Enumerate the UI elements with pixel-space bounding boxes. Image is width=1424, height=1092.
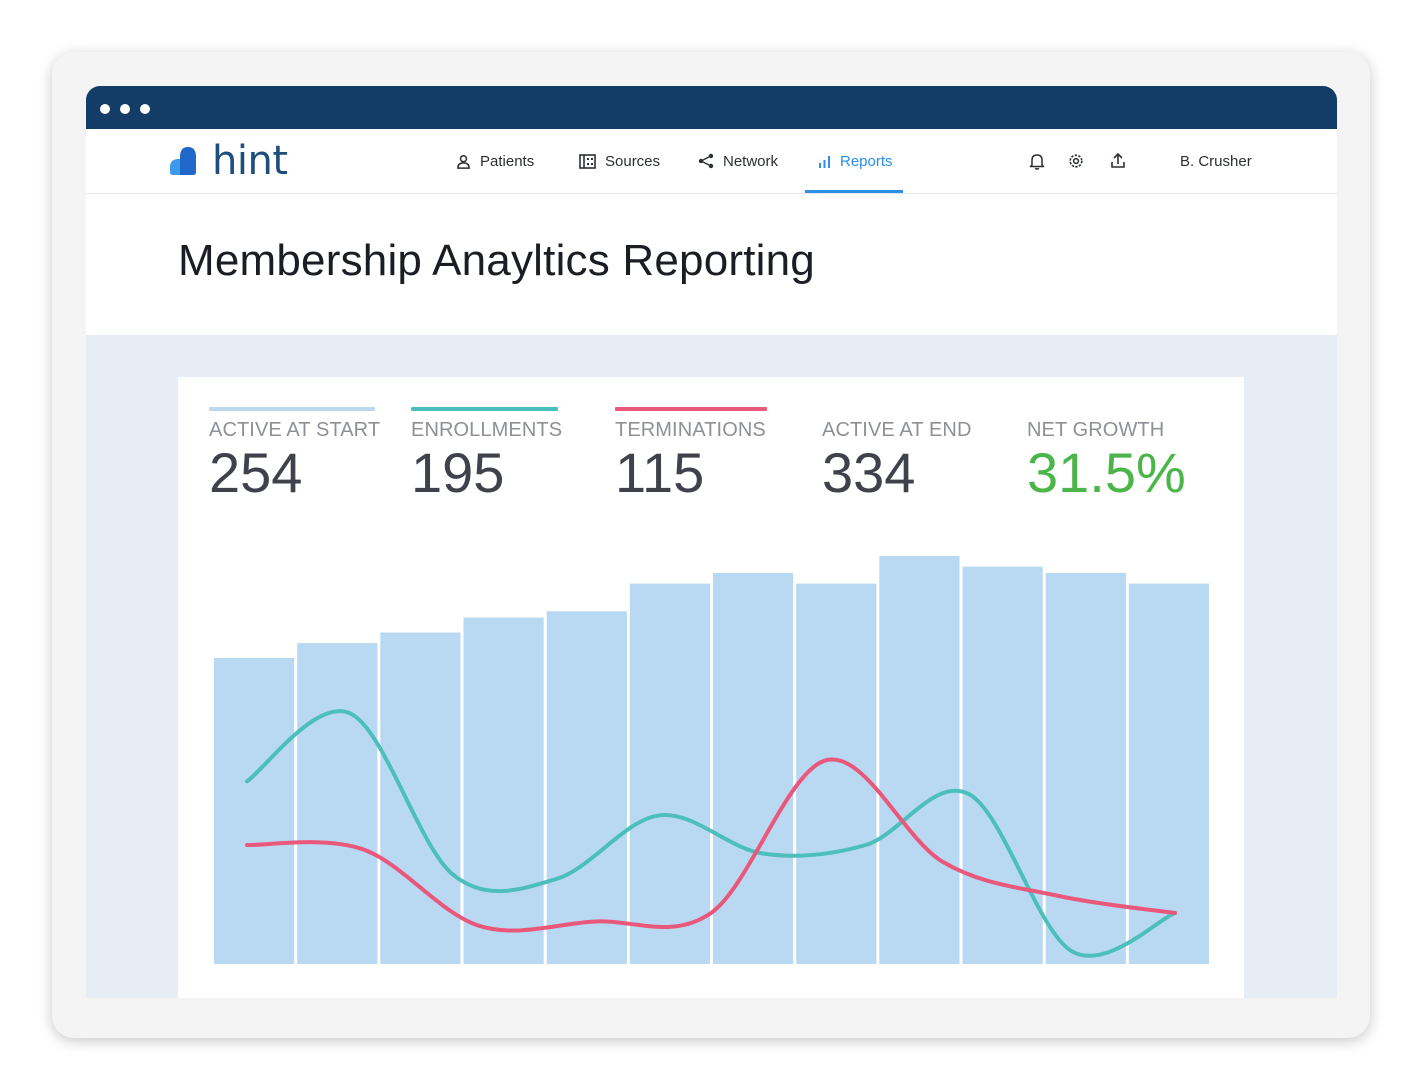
bell-icon[interactable] <box>1027 151 1047 171</box>
chart-bar <box>713 573 794 964</box>
window-dot-icon[interactable] <box>120 104 130 114</box>
stat-label: TERMINATIONS <box>615 419 766 441</box>
enrollments-line <box>245 709 1177 958</box>
stat-legend-line <box>411 407 558 411</box>
chart-bar <box>962 566 1043 964</box>
stat-terminations: TERMINATIONS 115 <box>615 407 767 504</box>
nav-item-sources[interactable]: Sources <box>579 129 660 193</box>
stat-value: 254 <box>209 441 303 504</box>
chart-bar <box>1045 573 1126 964</box>
stat-net-growth: NET GROWTH 31.5% <box>1027 407 1186 504</box>
window-titlebar <box>86 86 1337 129</box>
nav-label-reports: Reports <box>840 152 893 170</box>
stat-legend-line <box>615 407 767 411</box>
stat-value: 115 <box>615 441 705 504</box>
page-title: Membership Anayltics Reporting <box>178 236 815 285</box>
chart-bar <box>297 643 378 964</box>
nav-label-network: Network <box>723 152 779 170</box>
bar-chart-icon <box>819 155 830 168</box>
nav-label-sources: Sources <box>605 152 661 170</box>
gear-icon[interactable] <box>1066 151 1086 171</box>
building-icon <box>579 153 596 169</box>
membership-chart <box>214 556 1209 965</box>
share-icon <box>698 153 714 169</box>
active-tab-indicator <box>805 190 903 193</box>
stat-enrollments: ENROLLMENTS 195 <box>411 407 562 504</box>
window-dot-icon[interactable] <box>100 104 110 114</box>
stat-value: 195 <box>411 441 505 504</box>
window-dot-icon[interactable] <box>140 104 150 114</box>
nav-item-reports[interactable]: Reports <box>818 129 893 193</box>
stat-label: ACTIVE AT END <box>822 419 972 441</box>
user-name: B. Crusher <box>1180 152 1252 170</box>
page-header: Membership Anayltics Reporting <box>86 194 1337 335</box>
nav-item-network[interactable]: Network <box>698 129 778 193</box>
chart-bar <box>380 632 461 964</box>
stat-label: NET GROWTH <box>1027 419 1165 441</box>
stat-label: ENROLLMENTS <box>411 419 563 441</box>
hint-logo[interactable]: hint <box>170 141 288 181</box>
person-icon <box>457 154 470 169</box>
chart-bar <box>463 617 544 964</box>
user-menu[interactable]: B. Crusher <box>1180 129 1252 193</box>
terminations-line <box>245 757 1177 933</box>
stat-active-at-end: ACTIVE AT END 334 <box>822 407 971 504</box>
upload-icon[interactable] <box>1108 151 1128 171</box>
chart-bar <box>1128 583 1209 964</box>
chart-bar <box>546 611 627 965</box>
report-card: ACTIVE AT START 254 ENROLLMENTS 195 TERM… <box>178 377 1244 998</box>
chart-bar <box>879 556 960 964</box>
nav-label-patients: Patients <box>480 152 535 170</box>
stat-label: ACTIVE AT START <box>209 419 381 441</box>
hint-logo-icon <box>170 147 196 175</box>
chart-bar <box>214 658 295 964</box>
nav-item-patients[interactable]: Patients <box>456 129 534 193</box>
stat-legend-line <box>209 407 375 411</box>
stat-value: 31.5% <box>1027 441 1186 504</box>
app-window: hint Patients Sources <box>86 86 1337 998</box>
top-navigation: hint Patients Sources <box>86 129 1337 194</box>
stat-active-at-start: ACTIVE AT START 254 <box>209 407 380 504</box>
brand-name: hint <box>212 138 288 184</box>
chart-bar <box>629 583 710 964</box>
stat-value: 334 <box>822 441 916 504</box>
